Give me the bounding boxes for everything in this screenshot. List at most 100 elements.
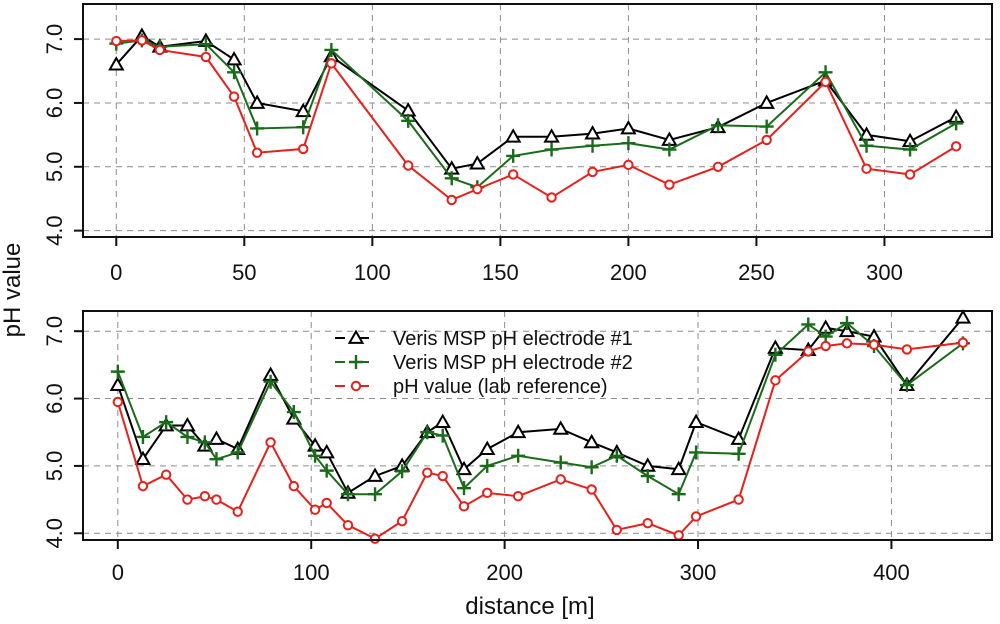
bottom-series-2-point-18	[512, 491, 524, 502]
bottom-series-2-point-27	[803, 346, 814, 357]
top-series-1-point-4	[227, 65, 242, 80]
bottom-series-2-point-16	[458, 501, 470, 512]
top-x-tick-label-0: 0	[110, 260, 122, 285]
top-series-1-point-15	[662, 142, 677, 157]
bottom-x-tick-label-4: 400	[873, 560, 910, 585]
bottom-series-1-point-11	[340, 487, 355, 502]
y-axis-label: pH value	[0, 243, 26, 338]
bottom-series-1-point-19	[553, 455, 568, 470]
legend-marker-1	[349, 355, 363, 369]
bottom-series-1-point-8	[286, 405, 301, 420]
top-series-2-point-11	[507, 169, 519, 180]
bottom-series-1-point-24	[689, 445, 704, 460]
bottom-series-0-point-1	[134, 450, 152, 466]
top-series-1-point-20	[903, 142, 918, 157]
bottom-series-1-point-18	[511, 448, 526, 463]
bottom-series-2-point-13	[396, 515, 408, 527]
bottom-series-2-point-22	[642, 517, 653, 529]
bottom-series-0-point-24	[687, 413, 705, 429]
top-series-0-point-0	[108, 56, 125, 71]
top-series-1-point-3	[198, 37, 213, 52]
bottom-panel: 0 100 200 300 400 4.0 5.0 6.0 7.0	[42, 309, 993, 585]
bottom-series-1-point-27	[801, 317, 816, 332]
bottom-series-1-point-16	[457, 481, 472, 496]
top-series-1-point-9	[444, 171, 459, 186]
top-y-tick-label-1: 5.0	[42, 151, 67, 182]
top-plot-frame	[82, 3, 993, 238]
top-series-1-point-11	[506, 148, 521, 163]
top-series-1-point-17	[759, 119, 774, 134]
bottom-series-2-point-26	[770, 375, 781, 386]
bottom-series-1-point-4	[197, 435, 212, 450]
legend-label-1: Veris MSP pH electrode #2	[393, 352, 633, 374]
top-series-2-point-7	[326, 58, 337, 69]
top-x-tick-label-6: 300	[866, 260, 903, 285]
bottom-series-2-point-11	[342, 519, 354, 531]
top-series-1-point-13	[585, 138, 600, 153]
bottom-series-1-point-17	[480, 458, 495, 473]
bottom-series-2-point-0	[112, 396, 124, 408]
bottom-series-0-point-32	[954, 309, 972, 324]
bottom-series-2-point-6	[232, 506, 243, 517]
top-x-tick-label-5: 250	[738, 260, 775, 285]
x-axis-label: distance [m]	[465, 593, 594, 620]
top-series-1-point-19	[859, 138, 874, 153]
bottom-series-1-point-7	[263, 374, 278, 389]
top-series-1-point-5	[250, 121, 265, 136]
top-series-2-point-18	[820, 76, 831, 88]
bottom-series-1-point-21	[609, 448, 624, 463]
bottom-series-1-point-26	[768, 347, 783, 362]
bottom-series-2-point-5	[211, 494, 222, 505]
bottom-series-1-point-20	[584, 460, 599, 475]
bottom-series-2-point-25	[733, 494, 744, 505]
bottom-series-0-point-16	[455, 460, 473, 476]
bottom-series-2-point-4	[199, 491, 211, 502]
top-series-2-point-3	[200, 51, 212, 63]
bottom-series-2-point-20	[586, 484, 597, 495]
bottom-series-0-point-15	[434, 413, 451, 429]
top-series-2-point-12	[546, 192, 557, 203]
legend-marker-0	[347, 329, 365, 344]
bottom-series-1-point-6	[230, 445, 245, 460]
bottom-series-2-point-21	[611, 524, 622, 536]
bottom-series-2-point-15	[437, 470, 448, 482]
bottom-series-1-point-29	[839, 316, 854, 331]
bottom-series-1-point-9	[308, 448, 323, 463]
top-series-0-point-12	[543, 128, 560, 143]
top-series-2-point-9	[446, 194, 457, 206]
bottom-series-1-point-0	[110, 364, 125, 379]
top-x-tick-label-3: 150	[482, 260, 519, 285]
bottom-series-0-point-12	[366, 467, 384, 482]
bottom-x-tick-label-0: 0	[112, 560, 124, 585]
bottom-series-2-point-29	[841, 338, 853, 349]
top-series-0-point-13	[584, 125, 601, 140]
top-panel: 0 50 100 150 200 250 300 4.0 5.0 6.0 7.0	[42, 3, 993, 285]
bottom-series-1-point-31	[899, 378, 914, 393]
bottom-series-2-point-32	[957, 337, 969, 348]
top-series-2-point-10	[472, 183, 483, 195]
bottom-series-0-point-20	[583, 433, 600, 449]
bottom-series-1-point-22	[640, 469, 655, 484]
top-series-1-point-21	[949, 116, 964, 131]
top-series-2-point-16	[712, 161, 724, 172]
top-series-1-point-6	[296, 120, 311, 135]
bottom-series-0-point-0	[109, 376, 127, 391]
bottom-series-2-point-24	[690, 511, 702, 522]
top-series-2-point-19	[861, 163, 872, 174]
top-y-tick-label-3: 7.0	[42, 24, 67, 55]
bottom-series-1-point-1	[135, 429, 150, 444]
legend-label-2: pH value (lab reference)	[393, 376, 608, 398]
bottom-series-1-point-15	[435, 428, 450, 443]
bottom-series-1-point-25	[731, 446, 746, 461]
bottom-series-0-point-23	[670, 460, 687, 476]
top-series-0-point-6	[294, 102, 312, 118]
bottom-series-0-point-19	[552, 420, 569, 435]
bottom-series-2-point-31	[901, 344, 913, 355]
top-series-1-point-16	[711, 118, 726, 133]
bottom-y-tick-label-0: 4.0	[42, 518, 67, 549]
top-series-2-point-14	[623, 159, 634, 171]
top-series-0-point-17	[758, 94, 775, 109]
top-series-2-point-15	[664, 179, 675, 190]
legend-label-0: Veris MSP pH electrode #1	[393, 328, 633, 350]
bottom-series-2-point-9	[309, 504, 321, 515]
